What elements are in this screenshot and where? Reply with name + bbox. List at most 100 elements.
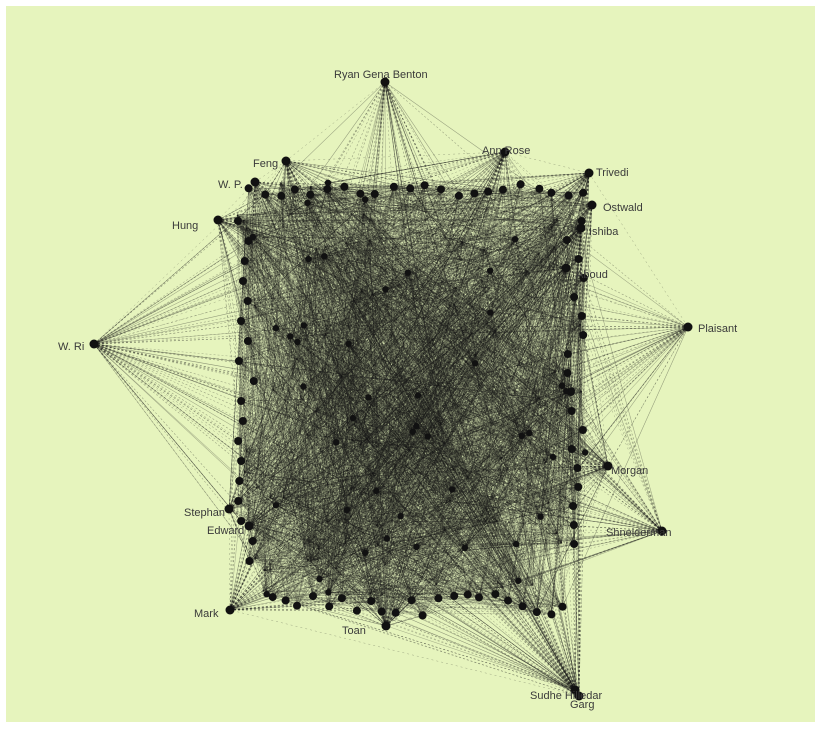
edge	[482, 280, 575, 298]
edge	[309, 186, 342, 377]
edge	[281, 195, 305, 545]
edge	[384, 564, 519, 582]
edge	[281, 195, 582, 393]
edge	[281, 195, 368, 440]
edge	[416, 353, 569, 548]
edge	[367, 189, 442, 440]
edge	[336, 363, 476, 443]
edge	[238, 324, 581, 502]
edge	[551, 226, 568, 374]
edge	[467, 270, 528, 595]
edge	[297, 339, 433, 505]
edge	[240, 191, 489, 322]
edge	[239, 467, 578, 482]
edge	[444, 462, 547, 531]
edge	[248, 188, 309, 260]
edge	[376, 490, 382, 612]
edge	[263, 570, 468, 595]
edge	[242, 220, 572, 450]
edge	[244, 395, 419, 473]
edge	[309, 186, 488, 511]
edge	[253, 380, 317, 412]
edge	[376, 490, 575, 545]
edge	[344, 195, 569, 544]
edge	[275, 289, 386, 506]
edge	[380, 266, 554, 458]
edge	[348, 191, 489, 345]
edge	[254, 305, 445, 444]
edge	[369, 239, 538, 613]
edge	[367, 383, 439, 440]
edge	[495, 277, 584, 332]
edge	[240, 497, 284, 522]
edge	[344, 489, 453, 520]
edge	[248, 188, 575, 526]
edge	[240, 460, 412, 601]
edge	[393, 186, 541, 517]
edge	[417, 315, 583, 396]
edge	[275, 242, 347, 329]
edge	[241, 452, 586, 522]
edge	[238, 500, 299, 505]
edge	[372, 385, 563, 447]
edge	[327, 189, 337, 443]
edge	[255, 435, 522, 489]
edge	[248, 240, 277, 506]
edge	[422, 185, 425, 616]
edge	[489, 270, 550, 504]
edge	[344, 186, 373, 295]
edge	[272, 429, 584, 598]
edge	[540, 385, 563, 517]
edge	[240, 320, 413, 432]
edge	[341, 376, 572, 391]
edge	[255, 239, 370, 489]
edge	[453, 303, 530, 434]
edge	[285, 256, 325, 601]
edge	[455, 249, 485, 288]
edge	[567, 372, 573, 450]
edge	[464, 188, 540, 549]
network-graph-panel: Ryan Gena Benton Ann Rose Trivedi Ostwal…	[6, 6, 815, 722]
edge	[253, 380, 336, 570]
edge	[371, 521, 498, 602]
edge	[282, 195, 460, 498]
edge	[245, 227, 330, 607]
edge	[242, 220, 414, 432]
edge	[376, 277, 585, 492]
edge	[306, 434, 574, 526]
edge	[303, 312, 491, 326]
edge	[328, 270, 491, 607]
edge	[247, 340, 373, 447]
edge	[272, 389, 466, 549]
edge	[376, 189, 442, 526]
edge	[417, 395, 441, 424]
edge	[490, 246, 556, 271]
edge	[282, 186, 395, 498]
edge	[568, 195, 586, 453]
edge	[495, 330, 556, 373]
edge	[315, 411, 453, 490]
edge	[298, 408, 571, 505]
edge	[346, 509, 358, 611]
edge	[410, 188, 584, 431]
edge	[238, 360, 575, 545]
edge	[413, 305, 433, 340]
edge	[254, 193, 376, 306]
edge	[372, 272, 409, 447]
edge	[540, 277, 585, 517]
edge	[360, 444, 372, 602]
edge	[546, 462, 578, 469]
edge	[247, 300, 468, 478]
edge	[242, 220, 582, 222]
edge	[297, 341, 439, 599]
edge	[373, 249, 485, 366]
edge	[456, 220, 582, 289]
edge	[452, 432, 530, 490]
edge	[372, 287, 457, 295]
edge	[377, 543, 575, 546]
edge	[344, 186, 555, 248]
edge	[244, 260, 522, 437]
edge	[363, 213, 575, 526]
edge	[328, 241, 463, 593]
edge	[356, 303, 455, 611]
